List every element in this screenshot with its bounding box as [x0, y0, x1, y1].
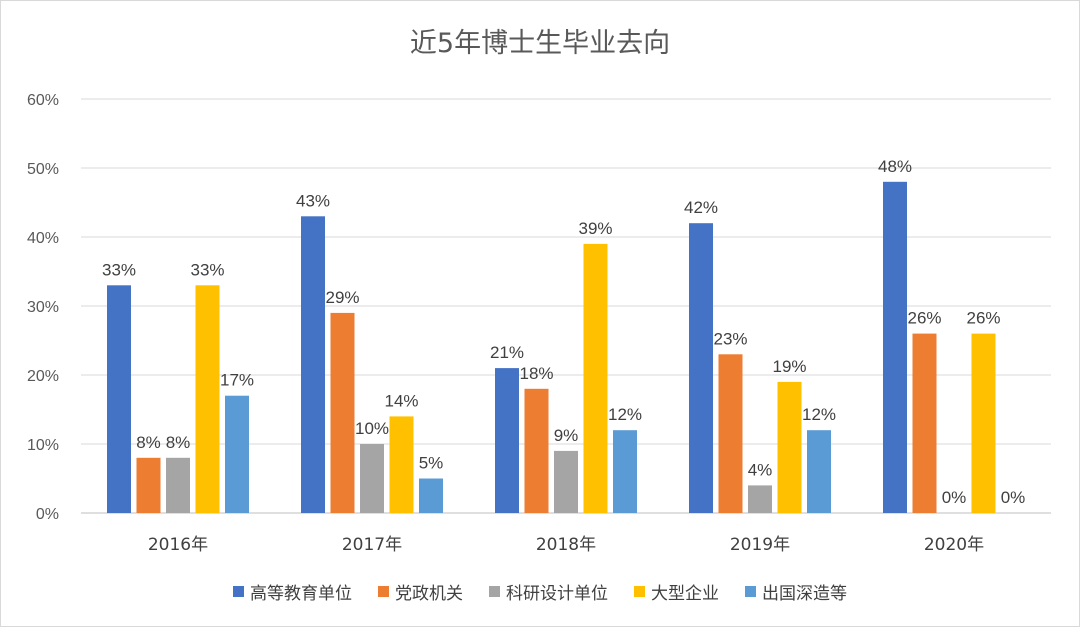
bar [524, 388, 549, 513]
data-label: 14% [384, 391, 418, 410]
bar [136, 457, 161, 513]
x-tick-label: 2017年 [342, 535, 402, 555]
bar [225, 395, 249, 513]
x-tick-label: 2018年 [536, 535, 596, 555]
data-label: 0% [942, 488, 967, 507]
legend-label: 科研设计单位 [506, 584, 608, 604]
x-tick-label: 2020年 [924, 535, 984, 555]
bar [883, 181, 907, 514]
data-label: 18% [519, 364, 553, 383]
data-label: 12% [802, 405, 836, 424]
bar [583, 243, 608, 513]
y-tick-label: 50% [27, 161, 59, 178]
legend: 高等教育单位 党政机关 科研设计单位 大型企业 出国深造等 [1, 579, 1079, 604]
data-label: 8% [136, 433, 161, 452]
data-label: 19% [772, 357, 806, 376]
data-label: 4% [748, 460, 773, 479]
bar [554, 450, 578, 513]
chart-title: 近5年博士生毕业去向 [409, 28, 671, 59]
bar [718, 354, 743, 513]
data-label: 10% [355, 419, 389, 438]
bar [166, 457, 190, 513]
bar [389, 416, 414, 513]
legend-label: 出国深造等 [762, 584, 847, 604]
legend-item: 高等教育单位 [233, 579, 352, 604]
y-tick-label: 10% [27, 437, 59, 454]
legend-item: 党政机关 [378, 579, 463, 604]
legend-swatch [489, 586, 500, 597]
y-tick-label: 20% [27, 368, 59, 385]
y-tick-label: 60% [27, 92, 59, 109]
legend-swatch [233, 586, 244, 597]
bar [360, 444, 384, 513]
data-label: 0% [1001, 488, 1026, 507]
legend-swatch [634, 586, 645, 597]
data-label: 5% [419, 454, 444, 473]
bar [807, 430, 831, 513]
legend-label: 党政机关 [395, 584, 463, 604]
bar [107, 285, 131, 513]
data-label: 9% [554, 426, 579, 445]
bar [912, 333, 937, 513]
data-label: 48% [878, 157, 912, 176]
data-label: 21% [490, 343, 524, 362]
y-tick-label: 0% [36, 506, 59, 523]
bar [301, 216, 325, 514]
legend-item: 科研设计单位 [489, 579, 608, 604]
data-label: 17% [220, 371, 254, 390]
x-tick-label: 2016年 [148, 535, 208, 555]
bar [495, 368, 519, 513]
bar [195, 285, 220, 513]
bar [689, 223, 713, 513]
data-label: 12% [608, 405, 642, 424]
legend-label: 高等教育单位 [250, 584, 352, 604]
legend-item: 出国深造等 [745, 579, 847, 604]
data-label: 8% [166, 433, 191, 452]
data-label: 29% [325, 288, 359, 307]
y-tick-label: 30% [27, 299, 59, 316]
legend-item: 大型企业 [634, 579, 719, 604]
data-label: 33% [190, 260, 224, 279]
legend-label: 大型企业 [651, 584, 719, 604]
bar [330, 312, 355, 513]
data-label: 33% [102, 260, 136, 279]
legend-swatch [745, 586, 756, 597]
bar [748, 485, 772, 513]
bar [971, 333, 996, 513]
data-label: 43% [296, 191, 330, 210]
data-label: 39% [578, 219, 612, 238]
data-label: 26% [907, 309, 941, 328]
y-tick-label: 40% [27, 230, 59, 247]
x-tick-label: 2019年 [730, 535, 790, 555]
bar [613, 430, 637, 513]
bar [777, 381, 802, 513]
legend-swatch [378, 586, 389, 597]
bar [419, 478, 443, 513]
data-label: 23% [713, 329, 747, 348]
data-label: 26% [966, 309, 1000, 328]
data-label: 42% [684, 198, 718, 217]
